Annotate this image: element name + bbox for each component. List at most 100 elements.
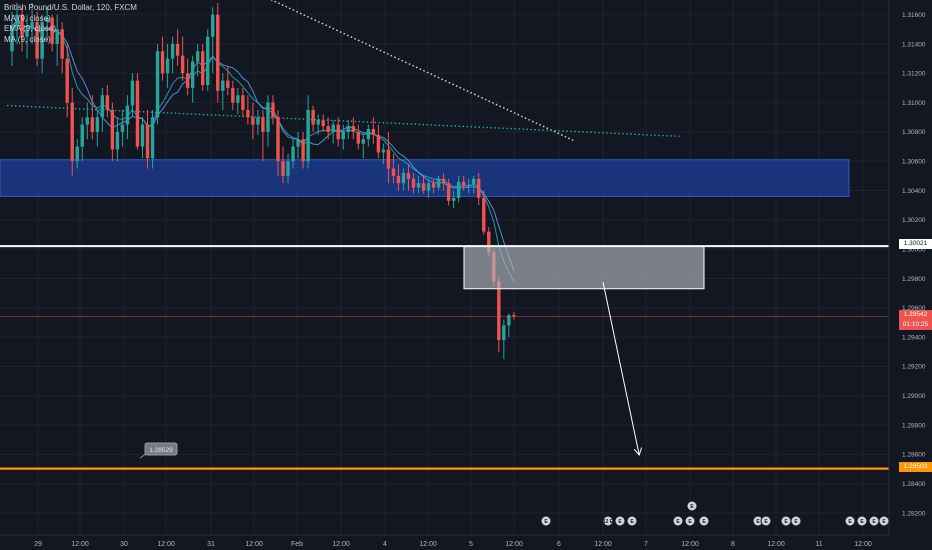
candle-body <box>251 117 255 125</box>
candle-body <box>125 105 130 125</box>
candle-body <box>316 120 320 125</box>
y-tick-label: 1.29800 <box>902 276 926 283</box>
candle-body <box>482 197 486 232</box>
candle-body <box>366 128 371 140</box>
event-label: E <box>690 504 694 510</box>
gray-zone <box>463 245 705 290</box>
ema-line <box>11 23 515 282</box>
y-tick-label: 1.28200 <box>902 510 926 517</box>
event-icon <box>602 515 614 527</box>
chart-legend: British Pound/U.S. Dollar, 120, FXCM MA … <box>4 3 137 45</box>
candle-body <box>376 134 381 153</box>
candles <box>10 2 516 360</box>
candle-body <box>276 117 280 162</box>
target-note: 1.28529 <box>139 442 178 459</box>
candle-body <box>381 149 386 153</box>
candle-body <box>10 26 14 52</box>
candle-body <box>346 126 350 132</box>
y-tick-label: 1.28400 <box>902 481 926 488</box>
candle-body <box>306 109 310 162</box>
candle-body <box>456 181 461 198</box>
candle-body <box>50 17 54 44</box>
candle-body <box>467 184 471 187</box>
candle-body <box>451 197 456 201</box>
candle-body <box>421 183 426 191</box>
candle-body <box>85 117 89 125</box>
candle-body <box>296 139 300 147</box>
candle-body <box>446 183 451 201</box>
x-tick-label: 5 <box>469 541 473 548</box>
countdown-tag: 01:10:25 <box>899 320 932 330</box>
candle-body <box>216 14 220 91</box>
candle-body <box>236 95 240 103</box>
candle-body <box>256 117 260 125</box>
candle-body <box>80 124 84 147</box>
candle-body <box>40 21 44 59</box>
trend-lines <box>6 0 680 142</box>
blue-zone <box>0 159 850 197</box>
gray-zone-rect <box>463 245 705 290</box>
candle-body <box>60 29 64 59</box>
candle-body <box>15 14 19 27</box>
y-tick-label: 1.30600 <box>902 159 926 166</box>
event-label: E <box>882 519 886 525</box>
y-tick-label: 1.29400 <box>902 334 926 341</box>
candle-body <box>341 131 345 140</box>
event-label: E <box>764 519 768 525</box>
candle-body <box>45 17 49 22</box>
candle-body <box>271 102 275 118</box>
candle-body <box>286 161 290 176</box>
candle-body <box>226 80 230 88</box>
candle-body <box>65 58 69 103</box>
candle-body <box>145 124 150 159</box>
candle-body <box>416 183 421 188</box>
event-icon <box>856 515 868 527</box>
candle-body <box>371 128 376 135</box>
x-tick-label: 4 <box>383 541 387 548</box>
candle-body <box>477 178 481 198</box>
event-icon <box>790 515 802 527</box>
candle-body <box>90 117 94 132</box>
projection-arrow-line <box>602 281 639 454</box>
event-label: 12 E <box>603 519 614 525</box>
x-tick-label: 12:00 <box>157 541 175 548</box>
price-axis-panel[interactable] <box>889 0 932 535</box>
level-price-tag: 1.30021 <box>899 239 932 249</box>
time-axis-panel[interactable] <box>0 535 932 550</box>
time-axis-labels: 29 12:00 30 12:00 31 12:00 Feb 12:00 4 12:00 5 12:0… <box>34 541 872 548</box>
event-icon <box>686 500 698 512</box>
candle-body <box>502 325 506 341</box>
current-price-tag: 1.29542 <box>899 310 932 320</box>
legend-ma-1[interactable]: MA (9, close) <box>4 13 51 23</box>
candle-body <box>396 175 401 184</box>
y-tick-label: 1.29200 <box>902 364 926 371</box>
candle-body <box>281 161 285 176</box>
candle-body <box>386 149 391 169</box>
candle-body <box>261 117 265 132</box>
candle-body <box>115 131 120 150</box>
event-icon <box>844 515 856 527</box>
legend-ema[interactable]: EMA (9, close) <box>4 24 57 33</box>
trend-line-0 <box>270 0 575 142</box>
candle-body <box>401 172 406 184</box>
x-tick-label: 31 <box>207 541 215 548</box>
candle-body <box>150 117 155 159</box>
candle-body <box>241 95 245 110</box>
candle-body <box>55 29 59 44</box>
x-tick-label: 6 <box>557 541 561 548</box>
x-tick-label: 12:00 <box>71 541 89 548</box>
legend-symbol[interactable]: British Pound/U.S. Dollar, 120, FXCM <box>4 3 137 12</box>
legend-ma-2[interactable]: MA (9, close) <box>4 34 51 44</box>
candle-body <box>20 14 24 37</box>
candle-body <box>497 281 501 341</box>
event-icon <box>540 515 552 527</box>
candle-body <box>331 124 335 132</box>
candle-body <box>411 178 416 188</box>
x-tick-label: 12:00 <box>767 541 785 548</box>
y-tick-label: 1.31400 <box>902 41 926 48</box>
candle-body <box>35 21 39 59</box>
x-tick-label: 11 <box>815 541 822 548</box>
candle-body <box>472 178 476 185</box>
target-price-tag: 1.28503 <box>899 462 932 472</box>
